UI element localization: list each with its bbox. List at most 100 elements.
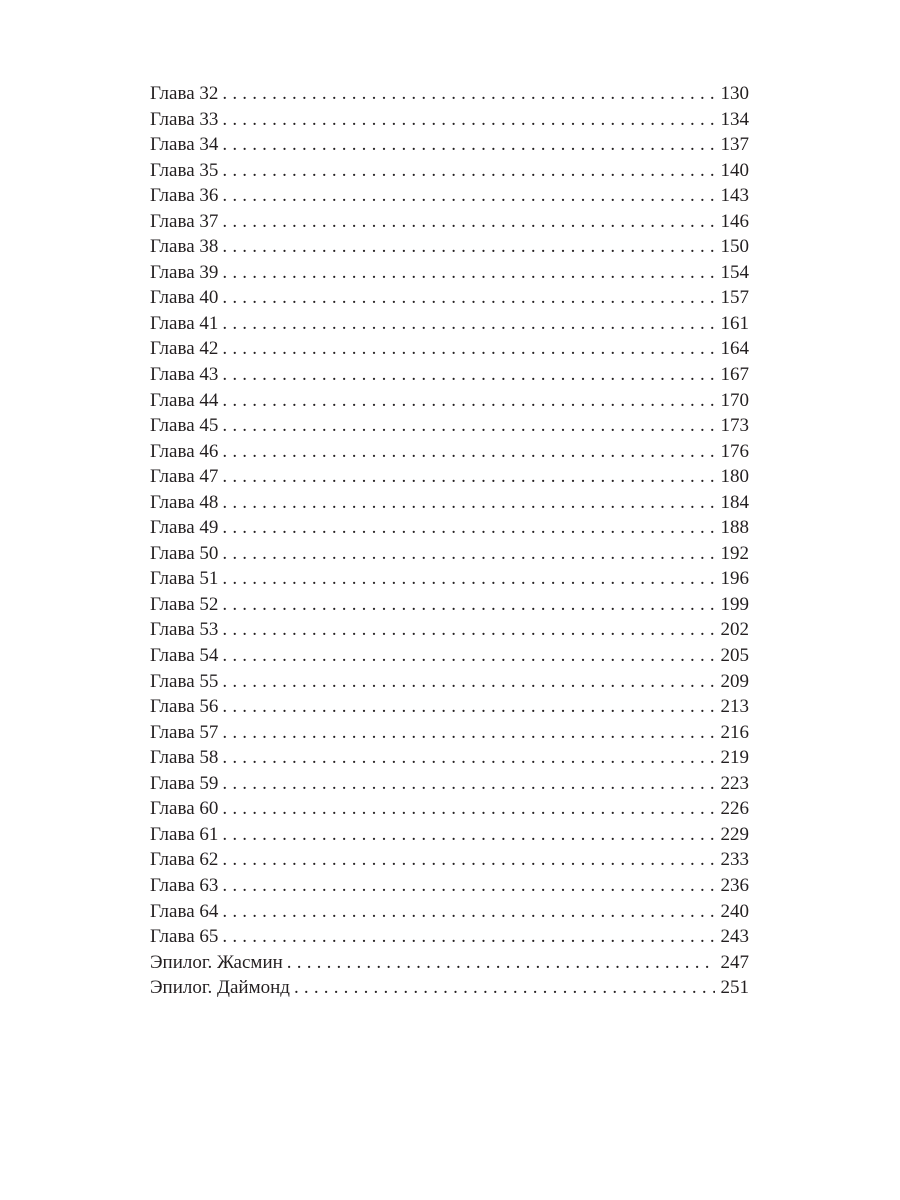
toc-entry-page-number: 240: [720, 900, 750, 922]
toc-entry: Глава 54................................…: [150, 643, 749, 669]
dot-leader: ........................................…: [222, 721, 714, 743]
dot-leader: ........................................…: [222, 900, 714, 922]
toc-entry: Эпилог. Жасмин..........................…: [150, 950, 749, 976]
toc-entry: Глава 33................................…: [150, 107, 749, 133]
toc-entry-page-number: 219: [720, 747, 750, 769]
toc-entry: Глава 60................................…: [150, 796, 749, 822]
toc-entry: Глава 34................................…: [150, 132, 749, 158]
toc-entry-page-number: 146: [720, 210, 750, 232]
dot-leader: ........................................…: [222, 83, 714, 104]
toc-entry: Глава 36................................…: [150, 183, 749, 209]
toc-entry: Глава 44................................…: [150, 388, 749, 414]
toc-entry-page-number: 202: [720, 619, 750, 641]
toc-entry-page-number: 140: [720, 159, 750, 181]
toc-entry-title: Глава 63: [150, 874, 219, 896]
toc-entry-title: Глава 55: [150, 670, 219, 692]
toc-entry-page-number: 150: [720, 236, 750, 258]
toc-entry: Глава 42................................…: [150, 336, 749, 362]
toc-entry-page-number: 134: [720, 108, 750, 130]
dot-leader: ........................................…: [222, 440, 714, 462]
toc-entry-page-number: 192: [720, 542, 750, 564]
toc-entry-page-number: 188: [720, 517, 750, 539]
dot-leader: ........................................…: [222, 619, 714, 641]
toc-entry-title: Глава 44: [150, 389, 219, 411]
toc-entry: Глава 59................................…: [150, 771, 749, 797]
toc-entry-page-number: 229: [720, 823, 750, 845]
toc-entry: Глава 41................................…: [150, 311, 749, 337]
toc-entry: Глава 55................................…: [150, 669, 749, 695]
toc-entry: Глава 62................................…: [150, 847, 749, 873]
toc-entry: Эпилог. Даймонд.........................…: [150, 975, 749, 1001]
toc-entry-page-number: 226: [720, 798, 750, 820]
dot-leader: ........................................…: [293, 977, 715, 999]
toc-entry-title: Глава 43: [150, 364, 219, 386]
toc-entry: Глава 64................................…: [150, 899, 749, 925]
toc-entry: Глава 47................................…: [150, 464, 749, 490]
toc-entry-title: Глава 42: [150, 338, 219, 360]
toc-entry: Глава 63................................…: [150, 873, 749, 899]
toc-entry-title: Глава 60: [150, 798, 219, 820]
toc-entry: Глава 65................................…: [150, 924, 749, 950]
toc-entry-page-number: 247: [720, 951, 750, 973]
toc-entry-title: Глава 39: [150, 261, 219, 283]
toc-entry-page-number: 130: [720, 83, 750, 104]
dot-leader: ........................................…: [222, 849, 714, 871]
toc-entry: Глава 56................................…: [150, 694, 749, 720]
toc-entry-page-number: 199: [720, 593, 750, 615]
toc-entry-title: Глава 48: [150, 491, 219, 513]
toc-entry-title: Глава 47: [150, 466, 219, 488]
dot-leader: ........................................…: [222, 466, 714, 488]
dot-leader: ........................................…: [222, 823, 714, 845]
toc-entry-page-number: 213: [720, 696, 750, 718]
dot-leader: ........................................…: [222, 236, 714, 258]
dot-leader: ........................................…: [222, 517, 714, 539]
dot-leader: ........................................…: [222, 568, 714, 590]
toc-entry-title: Глава 40: [150, 287, 219, 309]
toc-entry-page-number: 243: [720, 926, 750, 948]
toc-entry-page-number: 180: [720, 466, 750, 488]
toc-entry-title: Глава 59: [150, 772, 219, 794]
toc-entry-title: Глава 52: [150, 593, 219, 615]
toc-entry-page-number: 154: [720, 261, 750, 283]
dot-leader: ........................................…: [222, 772, 714, 794]
toc-entry-title: Глава 34: [150, 134, 219, 156]
dot-leader: ........................................…: [222, 645, 714, 667]
toc-entry-page-number: 251: [720, 977, 750, 999]
toc-entry-page-number: 236: [720, 874, 750, 896]
toc-entry-title: Глава 50: [150, 542, 219, 564]
toc-entry-title: Глава 41: [150, 312, 219, 334]
toc-entry-title: Глава 58: [150, 747, 219, 769]
toc-entry-page-number: 223: [720, 772, 750, 794]
toc-entry-page-number: 205: [720, 645, 750, 667]
toc-entry-title: Глава 45: [150, 415, 219, 437]
dot-leader: ........................................…: [286, 951, 715, 973]
toc-entry-title: Глава 49: [150, 517, 219, 539]
toc-entry-title: Глава 37: [150, 210, 219, 232]
dot-leader: ........................................…: [222, 670, 714, 692]
dot-leader: ........................................…: [222, 798, 714, 820]
toc-entry-title: Глава 56: [150, 696, 219, 718]
dot-leader: ........................................…: [222, 210, 714, 232]
dot-leader: ........................................…: [222, 415, 714, 437]
dot-leader: ........................................…: [222, 364, 714, 386]
toc-entry-title: Глава 64: [150, 900, 219, 922]
dot-leader: ........................................…: [222, 389, 714, 411]
toc-entry-page-number: 143: [720, 185, 750, 207]
dot-leader: ........................................…: [222, 874, 714, 896]
toc-entry-title: Глава 36: [150, 185, 219, 207]
toc-entry-title: Глава 46: [150, 440, 219, 462]
toc-entry: Глава 57................................…: [150, 720, 749, 746]
toc-entry-page-number: 176: [720, 440, 750, 462]
toc-entry-page-number: 196: [720, 568, 750, 590]
toc-entry-page-number: 137: [720, 134, 750, 156]
toc-entry: Глава 49................................…: [150, 515, 749, 541]
toc-entry-title: Глава 57: [150, 721, 219, 743]
dot-leader: ........................................…: [222, 696, 714, 718]
toc-entry: Глава 38................................…: [150, 234, 749, 260]
toc-entry: Глава 53................................…: [150, 617, 749, 643]
dot-leader: ........................................…: [222, 185, 714, 207]
dot-leader: ........................................…: [222, 593, 714, 615]
toc-entry-title: Глава 51: [150, 568, 219, 590]
toc-entry-page-number: 157: [720, 287, 750, 309]
toc-entry: Глава 52................................…: [150, 592, 749, 618]
